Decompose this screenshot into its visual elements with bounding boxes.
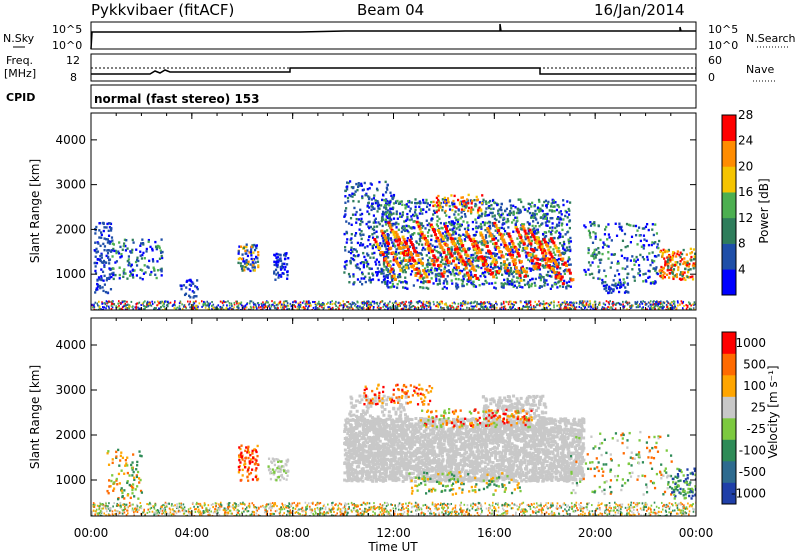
- power-panel: 1000 2000 3000 4000 Slant Range [km] 4 8 12 16…: [28, 108, 771, 311]
- ytick-label: 1000: [55, 473, 86, 487]
- ytick-label: 3000: [55, 178, 86, 192]
- colorbar-tick: -25: [746, 422, 766, 436]
- beam-title: Beam 04: [357, 1, 425, 19]
- velocity-colorbar-label: Velocity [m s⁻¹]: [766, 365, 780, 458]
- nsky-right-tick-bottom: 10^0: [708, 39, 738, 52]
- colorbar-swatch: [722, 217, 736, 244]
- ytick-label: 2000: [55, 222, 86, 236]
- nsearch-label: N.Search: [746, 32, 796, 45]
- nsky-left-tick-bottom: 10^0: [52, 39, 82, 52]
- xtick-label: 16:00: [477, 526, 512, 540]
- velocity-panel: 1000 2000 3000 4000 Slant Range [km] 1000 50…: [28, 317, 780, 517]
- date-title: 16/Jan/2014: [594, 1, 685, 19]
- power-ylabel: Slant Range [km]: [28, 159, 42, 263]
- xtick-label: 04:00: [175, 526, 210, 540]
- colorbar-swatch: [722, 243, 736, 270]
- freq-left-tick-top: 12: [66, 54, 80, 67]
- colorbar-swatch: [722, 482, 736, 505]
- colorbar-swatch: [722, 192, 736, 219]
- colorbar-tick: 20: [738, 159, 753, 173]
- colorbar-tick: 25: [751, 400, 766, 414]
- colorbar-tick: 500: [743, 357, 766, 371]
- ytick-label: 4000: [55, 338, 86, 352]
- cpid-label: CPID: [6, 91, 35, 104]
- colorbar-tick: 16: [738, 185, 753, 199]
- colorbar-tick: -1000: [731, 486, 766, 500]
- colorbar-swatch: [722, 140, 736, 167]
- colorbar-swatch: [722, 115, 736, 142]
- colorbar-tick: 12: [738, 211, 753, 225]
- colorbar-tick: 28: [738, 108, 753, 122]
- colorbar-swatch: [722, 396, 736, 419]
- ytick-label: 3000: [55, 383, 86, 397]
- colorbar-swatch: [722, 166, 736, 193]
- power-colorbar-label: Power [dB]: [757, 178, 771, 243]
- cpid-panel: CPID normal (fast stereo) 153: [6, 84, 697, 109]
- freq-trace: [91, 67, 696, 75]
- colorbar-swatch: [722, 461, 736, 483]
- xtick-label: 00:00: [679, 526, 714, 540]
- colorbar-tick: -500: [739, 465, 766, 479]
- nsky-trace: [90, 23, 696, 50]
- freq-right-tick-bottom: 0: [708, 71, 715, 84]
- xtick-label: 12:00: [376, 526, 411, 540]
- freq-left-tick-bottom: 8: [70, 71, 77, 84]
- ytick-label: 2000: [55, 428, 86, 442]
- nsky-right-tick-top: 10^5: [708, 23, 738, 36]
- nsky-panel: N.Sky 10^5 10^0 10^5 10^0 N.Search: [3, 21, 796, 52]
- nsky-label: N.Sky: [3, 32, 35, 45]
- freq-right-tick-top: 60: [708, 54, 722, 67]
- station-title: Pykkvibaer (fitACF): [91, 1, 235, 19]
- colorbar-tick: 4: [738, 262, 746, 276]
- velocity-ylabel: Slant Range [km]: [28, 365, 42, 469]
- x-axis-label: Time UT: [367, 540, 418, 554]
- colorbar-tick: 1000: [735, 336, 766, 350]
- colorbar-tick: 24: [738, 134, 753, 148]
- ytick-label: 1000: [55, 267, 86, 281]
- colorbar-swatch: [722, 418, 736, 440]
- freq-unit: [MHz]: [4, 67, 36, 80]
- ytick-label: 4000: [55, 133, 86, 147]
- freq-panel: Freq. [MHz] 12 8 60 0 Nave: [4, 53, 775, 84]
- colorbar-swatch: [722, 353, 736, 376]
- colorbar-swatch: [722, 332, 736, 354]
- xtick-label: 00:00: [74, 526, 109, 540]
- colorbar-tick: -100: [739, 443, 766, 457]
- colorbar-swatch: [722, 269, 736, 296]
- cpid-text: normal (fast stereo) 153: [94, 92, 260, 106]
- colorbar-swatch: [722, 439, 736, 462]
- xtick-label: 08:00: [275, 526, 310, 540]
- colorbar-tick: 8: [738, 237, 746, 251]
- nave-label: Nave: [746, 63, 774, 76]
- freq-label: Freq.: [6, 54, 33, 67]
- nsky-left-tick-top: 10^5: [52, 23, 82, 36]
- colorbar-swatch: [722, 375, 736, 397]
- colorbar-tick: 100: [743, 379, 766, 393]
- xtick-label: 20:00: [578, 526, 613, 540]
